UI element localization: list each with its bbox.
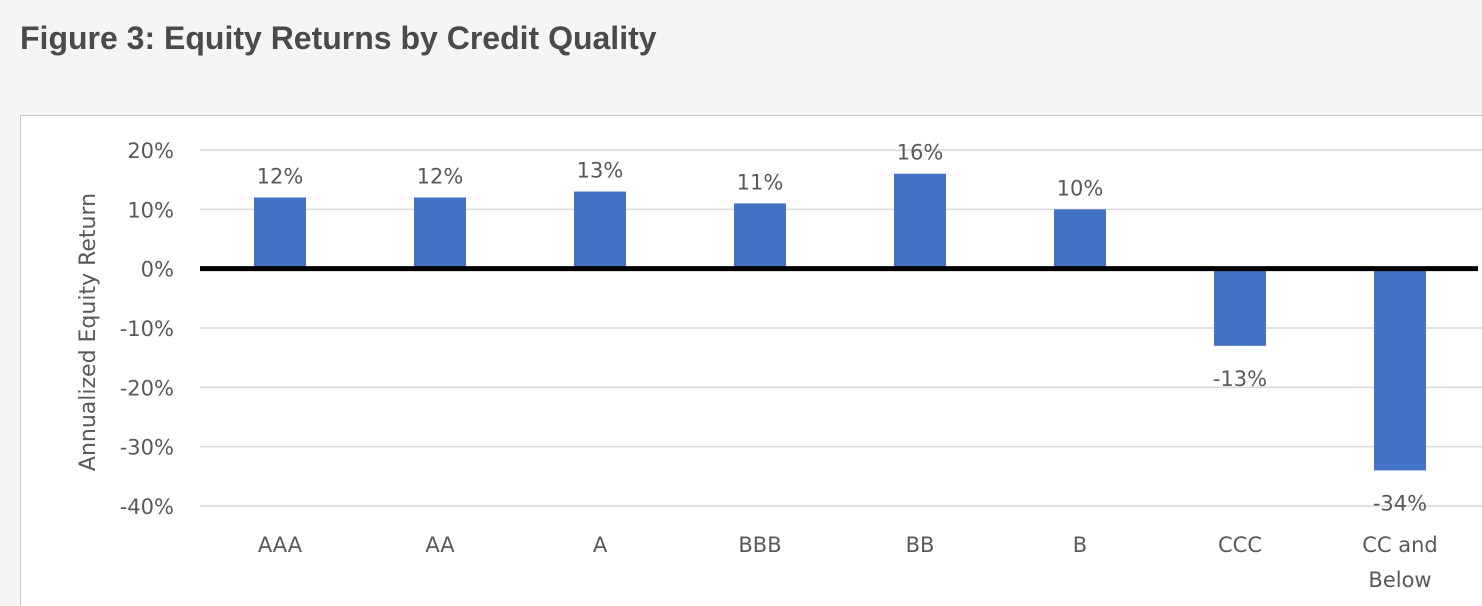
x-category-label: CC and Below — [1362, 533, 1438, 592]
data-label: -34% — [1373, 491, 1427, 515]
x-axis-categories: AAA AA A BBB BB B CCC CC and Below — [258, 533, 1438, 592]
data-label: 12% — [417, 164, 464, 188]
y-tick-label: -30% — [120, 436, 174, 460]
bar — [1214, 268, 1266, 346]
data-label: 10% — [1057, 176, 1104, 200]
bar — [894, 173, 946, 269]
x-category-label: A — [593, 533, 608, 557]
y-tick-label: 10% — [127, 198, 174, 222]
data-label: -13% — [1213, 367, 1267, 391]
x-category-label: AAA — [258, 533, 303, 557]
y-tick-label: -10% — [120, 317, 174, 341]
data-label: 12% — [257, 164, 304, 188]
bars — [254, 173, 1426, 471]
y-tick-label: 0% — [141, 258, 174, 282]
bar — [1054, 209, 1106, 269]
bar — [734, 203, 786, 269]
x-category-label: BB — [906, 533, 935, 557]
y-tick-label: -20% — [120, 376, 174, 400]
data-label: 16% — [897, 141, 944, 165]
data-label: 13% — [577, 159, 624, 183]
x-category-label: AA — [425, 533, 455, 557]
data-labels: 12% 12% 13% 11% 16% 10% -13% -34% — [257, 141, 1427, 516]
bar — [1374, 268, 1426, 471]
x-category-label: BBB — [738, 533, 781, 557]
figure-title: Figure 3: Equity Returns by Credit Quali… — [20, 20, 657, 56]
chart-frame — [20, 115, 1482, 606]
x-category-label: CCC — [1218, 533, 1262, 557]
data-label: 11% — [737, 170, 784, 194]
y-axis-title: Annualized Equity Return — [76, 193, 101, 471]
bar — [574, 191, 626, 269]
x-category-label: B — [1073, 533, 1087, 557]
y-tick-label: -40% — [120, 495, 174, 519]
bar — [414, 197, 466, 269]
bar — [254, 197, 306, 269]
y-tick-label: 20% — [127, 139, 174, 163]
gridlines — [200, 149, 1482, 507]
y-axis-ticks: 20% 10% 0% -10% -20% -30% -40% — [120, 139, 174, 519]
